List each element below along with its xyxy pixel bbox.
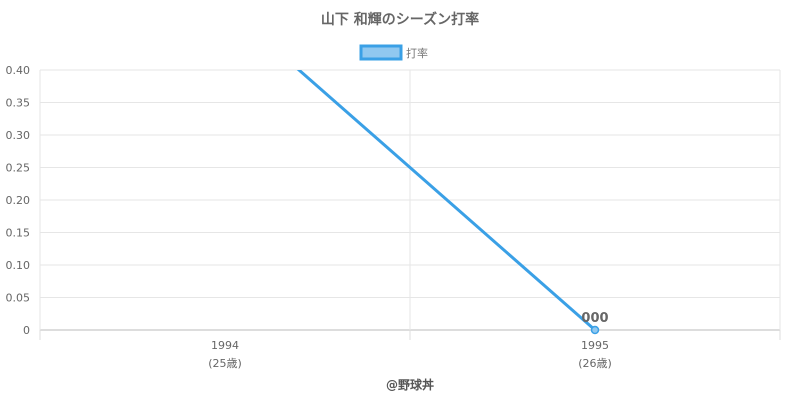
y-tick-label: 0.10 — [6, 259, 31, 272]
data-point[interactable] — [590, 325, 600, 335]
series-layer: 000 — [296, 70, 609, 335]
y-tick-label: 0.20 — [6, 194, 31, 207]
y-tick-label: 0.40 — [6, 64, 31, 77]
legend-label: 打率 — [406, 46, 428, 60]
y-axis-ticks: 0 0.05 0.10 0.15 0.20 0.25 0.30 0.35 0.40 — [6, 64, 31, 337]
series-clip-group — [296, 70, 596, 330]
x-tick-sublabel: (25歳) — [208, 357, 242, 370]
gridlines — [39, 69, 781, 340]
x-tick-label: 1995 — [581, 339, 609, 352]
data-label: 000 — [581, 311, 608, 326]
legend-swatch — [359, 44, 403, 61]
watermark-text: @野球丼 — [386, 377, 434, 392]
x-tick-sublabel: (26歳) — [578, 357, 612, 370]
y-tick-label: 0.25 — [6, 162, 31, 175]
y-tick-label: 0.35 — [6, 97, 31, 110]
series-line — [296, 70, 596, 330]
x-axis-ticks: 1994 (25歳) 1995 (26歳) — [208, 339, 612, 370]
x-tick-label: 1994 — [211, 339, 239, 352]
legend[interactable]: 打率 — [359, 44, 428, 61]
y-tick-label: 0.15 — [6, 227, 31, 240]
chart-title: 山下 和輝のシーズン打率 — [321, 11, 479, 28]
y-tick-label: 0 — [23, 324, 30, 337]
y-tick-label: 0.30 — [6, 129, 31, 142]
y-tick-label: 0.05 — [6, 292, 31, 305]
